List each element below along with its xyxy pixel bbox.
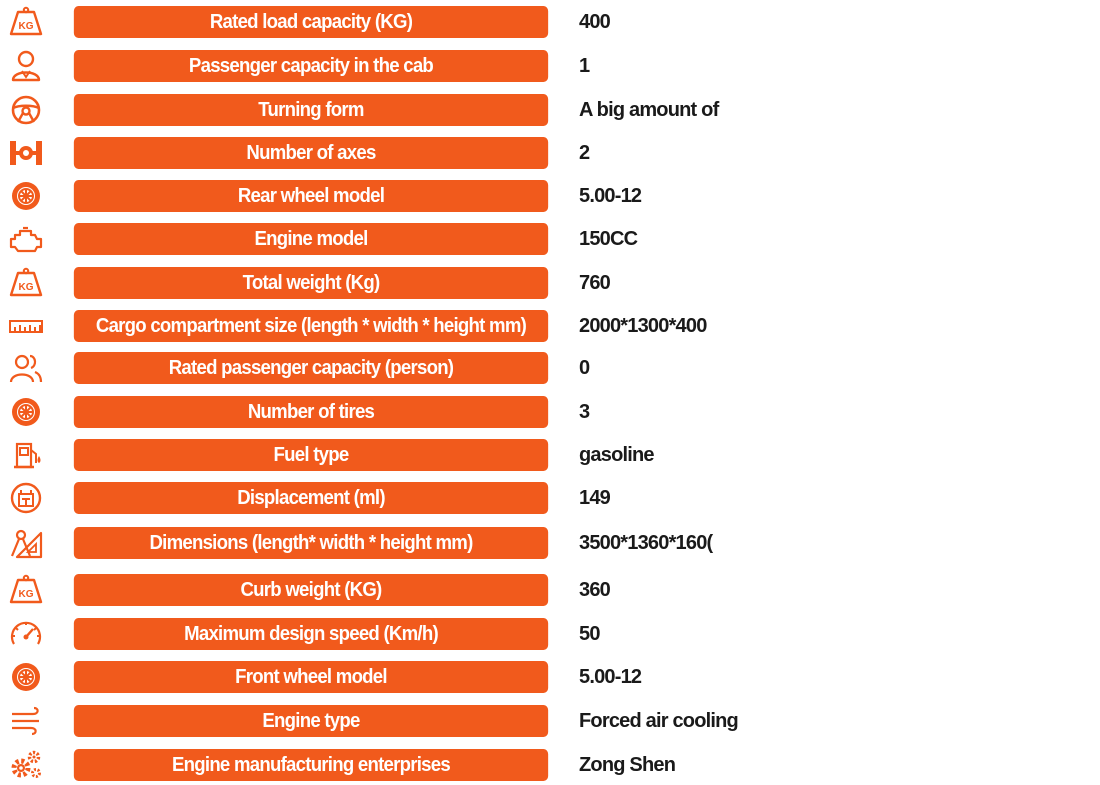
spec-row: KG Total weight (Kg) 760 <box>0 266 1100 300</box>
spec-label: Fuel type <box>73 439 549 471</box>
spec-label: Number of tires <box>73 396 549 428</box>
spec-row: Turning form A big amount of <box>0 93 1100 127</box>
spec-row: Front wheel model 5.00-12 <box>0 660 1100 694</box>
ruler-icon <box>6 309 46 343</box>
spec-label: Passenger capacity in the cab <box>73 50 549 82</box>
spec-label: Maximum design speed (Km/h) <box>73 618 549 650</box>
spec-label: Rear wheel model <box>73 180 549 212</box>
wheel-icon <box>6 395 46 429</box>
persons-icon <box>6 351 46 385</box>
spec-row: Rated passenger capacity (person) 0 <box>0 351 1100 385</box>
svg-text:KG: KG <box>19 21 34 32</box>
spec-label: Number of axes <box>73 137 549 169</box>
spec-value: Zong Shen <box>579 753 676 776</box>
weight-kg-icon: KG <box>6 573 46 607</box>
spec-value: 50 <box>579 622 600 645</box>
spec-row: Engine model 150CC <box>0 222 1100 256</box>
spec-value: 760 <box>579 271 611 294</box>
spec-value: 149 <box>579 486 611 509</box>
spec-label: Engine manufacturing enterprises <box>73 749 549 781</box>
spec-label: Front wheel model <box>73 661 549 693</box>
engine-icon <box>6 222 46 256</box>
spec-row: Passenger capacity in the cab 1 <box>0 49 1100 83</box>
air-cooling-icon <box>6 704 46 738</box>
spec-label: Rated load capacity (KG) <box>73 6 549 38</box>
spec-value: 5.00-12 <box>579 665 642 688</box>
spec-value: 360 <box>579 578 611 601</box>
fuel-pump-icon <box>6 438 46 472</box>
spec-value: 5.00-12 <box>579 184 642 207</box>
spec-value: 0 <box>579 356 590 379</box>
spec-label: Cargo compartment size (length * width *… <box>73 310 549 342</box>
spec-row: Engine type Forced air cooling <box>0 704 1100 738</box>
spec-row: Number of tires 3 <box>0 395 1100 429</box>
spec-label: Engine type <box>73 705 549 737</box>
spec-value: gasoline <box>579 443 655 466</box>
axle-icon <box>6 136 46 170</box>
spec-label: Engine model <box>73 223 549 255</box>
spec-row: Rear wheel model 5.00-12 <box>0 179 1100 213</box>
spec-value: 400 <box>579 10 611 33</box>
weight-kg-icon: KG <box>6 266 46 300</box>
gears-icon <box>6 748 46 782</box>
svg-text:KG: KG <box>19 282 34 293</box>
svg-text:KG: KG <box>19 589 34 600</box>
passenger-icon <box>6 49 46 83</box>
spec-value: 2 <box>579 141 590 164</box>
wheel-icon <box>6 660 46 694</box>
spec-row: Engine manufacturing enterprises Zong Sh… <box>0 748 1100 782</box>
spec-value: 1 <box>579 54 590 77</box>
weight-kg-icon: KG <box>6 5 46 39</box>
steering-wheel-icon <box>6 93 46 127</box>
spec-row: KG Rated load capacity (KG) 400 <box>0 5 1100 39</box>
spec-row: Maximum design speed (Km/h) 50 <box>0 617 1100 651</box>
measure-tools-icon <box>6 526 46 560</box>
spec-value: 3 <box>579 400 590 423</box>
spec-label: Turning form <box>73 94 549 126</box>
spec-value: 2000*1300*400 <box>579 314 707 337</box>
spec-row: KG Curb weight (KG) 360 <box>0 573 1100 607</box>
spec-row: Dimensions (length* width * height mm) 3… <box>0 526 1100 560</box>
spec-value: 3500*1360*160( <box>579 531 713 554</box>
spec-label: Rated passenger capacity (person) <box>73 352 549 384</box>
spec-row: Cargo compartment size (length * width *… <box>0 309 1100 343</box>
spec-value: 150CC <box>579 227 638 250</box>
speedometer-icon <box>6 617 46 651</box>
spec-row: Displacement (ml) 149 <box>0 481 1100 515</box>
displacement-icon <box>6 481 46 515</box>
spec-value: Forced air cooling <box>579 709 739 732</box>
spec-label: Curb weight (KG) <box>73 574 549 606</box>
spec-label: Dimensions (length* width * height mm) <box>73 527 549 559</box>
spec-label: Displacement (ml) <box>73 482 549 514</box>
wheel-icon <box>6 179 46 213</box>
spec-row: Number of axes 2 <box>0 136 1100 170</box>
spec-value: A big amount of <box>579 98 719 121</box>
spec-label: Total weight (Kg) <box>73 267 549 299</box>
spec-row: Fuel type gasoline <box>0 438 1100 472</box>
